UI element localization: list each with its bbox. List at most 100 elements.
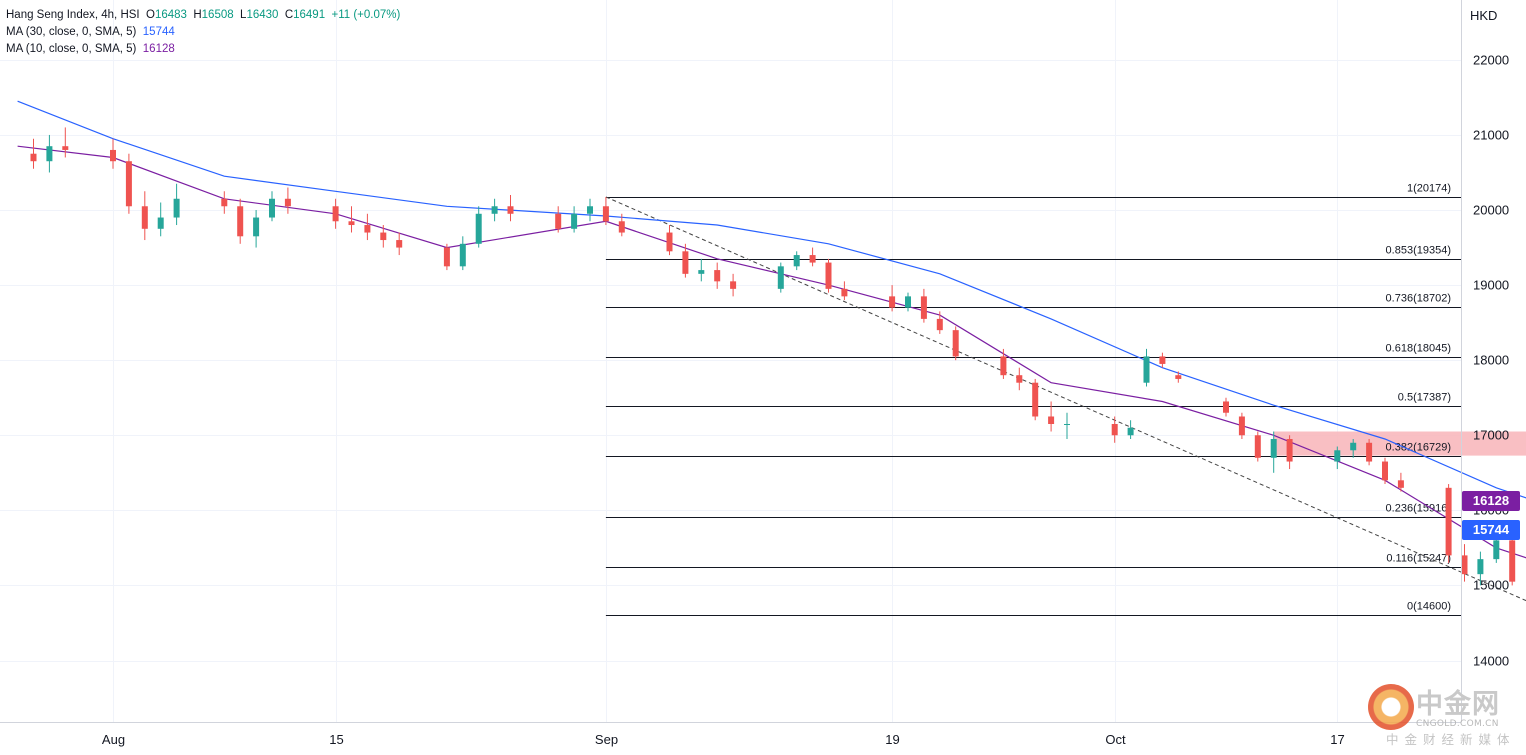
candle-down xyxy=(682,243,689,278)
candle-body xyxy=(269,198,275,218)
open-value: 16483 xyxy=(154,9,187,21)
candle-body xyxy=(936,318,943,331)
candle-down xyxy=(1111,416,1118,443)
candle-down xyxy=(936,311,943,334)
candle-body xyxy=(714,270,721,282)
close-value: 16491 xyxy=(293,9,326,21)
candle-body xyxy=(1064,423,1070,425)
candle-body xyxy=(221,198,228,207)
candle-up xyxy=(1350,439,1357,458)
candle-down xyxy=(602,196,609,226)
candle-body xyxy=(1000,356,1007,376)
y-tick-label: 15000 xyxy=(1473,578,1509,593)
candle-up xyxy=(905,292,911,312)
candle-up xyxy=(157,202,164,237)
candle-down xyxy=(555,206,562,233)
y-tick-label: 18000 xyxy=(1473,353,1509,368)
candle-up xyxy=(459,236,466,271)
candle-body xyxy=(730,281,737,289)
symbol-name[interactable]: Hang Seng Index, 4h, HSI xyxy=(6,9,140,21)
candle-up xyxy=(1477,551,1484,586)
x-tick-label: 19 xyxy=(885,732,899,747)
change-value: +11 (+0.07%) xyxy=(331,9,401,21)
fib-level-label: 0.116(15247) xyxy=(1386,553,1451,565)
candle-body xyxy=(1397,480,1404,488)
ma10-value: 16128 xyxy=(142,43,175,55)
candle-body xyxy=(253,217,260,237)
candle-body xyxy=(1111,423,1118,436)
candle-down xyxy=(1159,352,1166,368)
candle-down xyxy=(889,285,896,312)
candle-down xyxy=(141,191,148,241)
candle-body xyxy=(459,243,466,267)
candle-down xyxy=(1048,401,1055,432)
moving-averages xyxy=(17,100,1526,559)
candle-body xyxy=(284,198,291,207)
candle-up xyxy=(46,134,53,173)
candle-body xyxy=(1493,540,1500,560)
fib-level-label: 0(14600) xyxy=(1407,601,1451,613)
candle-body xyxy=(1238,416,1245,436)
candle-body xyxy=(571,213,578,229)
candle-up xyxy=(475,206,482,248)
candle-body xyxy=(380,232,387,241)
candle-body xyxy=(475,213,482,244)
candle-body xyxy=(841,288,848,297)
candle-up xyxy=(491,198,498,222)
candle-down xyxy=(952,326,959,361)
watermark-title: 中金网 xyxy=(1416,689,1500,720)
candle-down xyxy=(380,225,387,248)
candle-up xyxy=(793,251,800,271)
currency-label[interactable]: HKD xyxy=(1470,8,1498,23)
resistance-zone-rect xyxy=(1273,431,1526,456)
candle-body xyxy=(1223,401,1229,413)
watermark-subtitle: 中金财经新媒体 xyxy=(1386,732,1516,747)
candle-body xyxy=(698,270,705,274)
candle-body xyxy=(1382,461,1388,481)
ma10-name[interactable]: MA (10, close, 0, SMA, 5) xyxy=(6,43,137,55)
candle-down xyxy=(507,195,514,222)
grid-lines xyxy=(0,0,1461,722)
candle-down xyxy=(666,225,673,256)
candle-up xyxy=(571,206,578,233)
candle-down xyxy=(1445,484,1452,563)
candle-down xyxy=(1254,431,1261,462)
candle-body xyxy=(1254,435,1261,458)
candle-body xyxy=(141,206,148,229)
close-label: C xyxy=(284,9,294,21)
fib-level-label: 0.853(19354) xyxy=(1386,245,1451,257)
low-value: 16430 xyxy=(246,9,279,21)
y-tick-label: 20000 xyxy=(1473,203,1509,218)
y-tick-label: 21000 xyxy=(1473,128,1509,143)
candle-down xyxy=(730,273,737,297)
chart-legend: Hang Seng Index, 4h, HSI O16483 H16508 L… xyxy=(6,7,400,58)
x-tick-label: 17 xyxy=(1330,732,1344,747)
high-label: H xyxy=(193,9,202,21)
candle-body xyxy=(348,221,355,226)
candle-up xyxy=(253,210,260,248)
candle-body xyxy=(46,146,53,162)
candle-body xyxy=(1159,356,1166,364)
candle-body xyxy=(1286,439,1293,462)
fib-level-label: 0.236(15916) xyxy=(1386,503,1451,515)
candle-down xyxy=(110,138,116,169)
fib-level-label: 1(20174) xyxy=(1407,183,1451,195)
candlesticks xyxy=(30,127,1516,586)
legend-ma30: MA (30, close, 0, SMA, 5) 15744 xyxy=(6,24,400,41)
candle-up xyxy=(587,198,593,222)
candle-body xyxy=(157,217,164,229)
candle-body xyxy=(1477,559,1484,575)
candle-down xyxy=(1286,435,1293,470)
candle-down xyxy=(825,258,832,293)
candle-down xyxy=(62,127,69,158)
candle-body xyxy=(1016,375,1023,383)
ma30-name[interactable]: MA (30, close, 0, SMA, 5) xyxy=(6,26,137,38)
x-tick-label: 15 xyxy=(329,732,343,747)
candle-up xyxy=(1127,420,1134,440)
candle-body xyxy=(1445,487,1452,556)
candle-up xyxy=(777,262,784,293)
candle-body xyxy=(555,213,562,229)
y-tick-label: 14000 xyxy=(1473,654,1509,669)
candle-down xyxy=(237,198,244,244)
